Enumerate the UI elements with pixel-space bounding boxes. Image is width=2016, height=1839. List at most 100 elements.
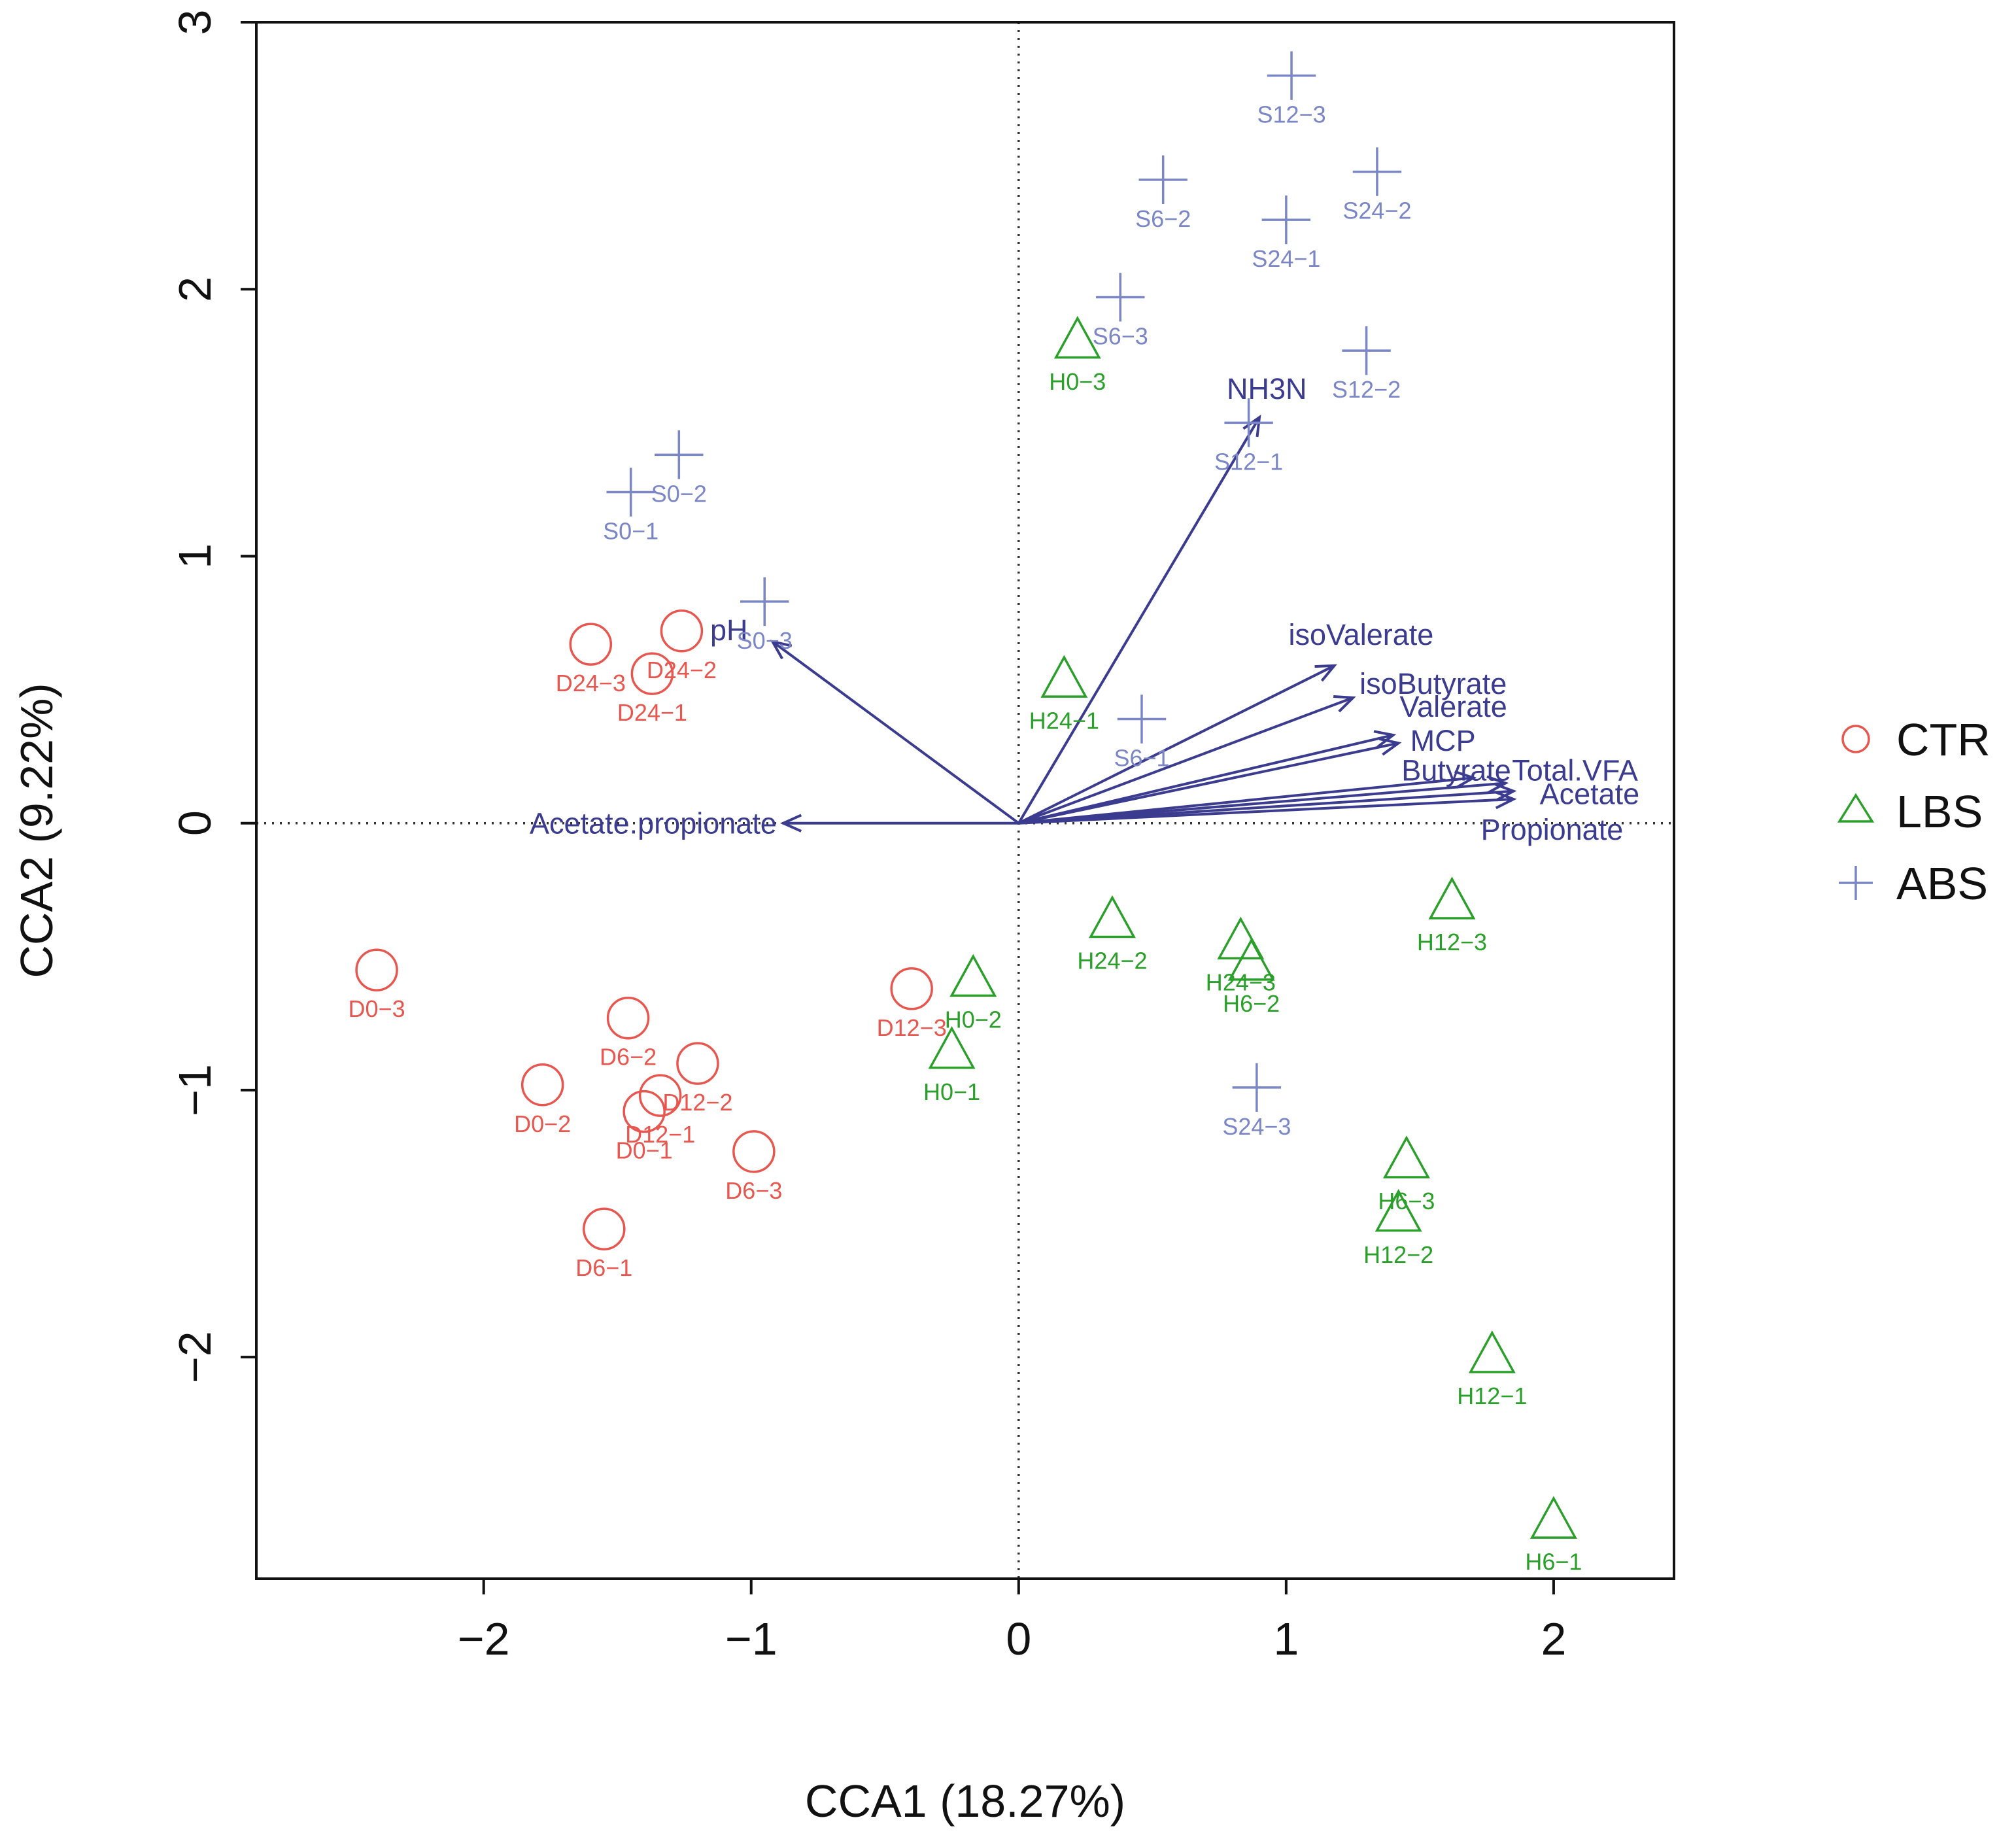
plot-frame xyxy=(255,21,1675,1580)
point-label-S12-3: S12−3 xyxy=(1257,101,1325,128)
legend-marker-abs xyxy=(1839,866,1873,900)
legend-label-ctr: CTR xyxy=(1896,714,1990,765)
y-tick-label: 0 xyxy=(169,810,220,836)
point-label-H24-3: H24−3 xyxy=(1206,969,1276,995)
vector-butyrate xyxy=(1018,776,1474,825)
legend: CTR LBS ABS xyxy=(1837,714,1990,909)
vector-nh3n xyxy=(1017,417,1261,824)
point-marker-H12-2 xyxy=(1375,1188,1422,1232)
point-label-S24-2: S24−2 xyxy=(1342,198,1411,224)
sample-points: D24−3 D24−2D24−1D0−3D6−2D12−3D0−2D12−2D12… xyxy=(349,51,1582,1575)
point-marker-D12-3 xyxy=(890,967,933,1010)
point-label-D24-3: D24−3 xyxy=(556,670,626,696)
vector-arrowhead-propionate xyxy=(1494,791,1517,810)
vector-isovalerate xyxy=(1017,664,1335,825)
point-marker-S12-2 xyxy=(1342,326,1391,375)
legend-marker-lbs xyxy=(1837,793,1875,823)
vector-ph xyxy=(772,640,1019,825)
legend-label-lbs: LBS xyxy=(1896,786,1983,837)
point-label-S0-3: S0−3 xyxy=(737,627,793,654)
legend-marker-ctr xyxy=(1841,725,1870,753)
vector-label-total-vfa: Total.VFA xyxy=(1512,753,1638,787)
point-label-D6-2: D6−2 xyxy=(600,1044,657,1071)
point-label-H0-2: H0−2 xyxy=(945,1006,1002,1033)
vector-propionate xyxy=(1018,797,1514,825)
vector-arrowhead-ph xyxy=(770,640,793,660)
vector-label-butyrate: Butyrate xyxy=(1401,753,1511,787)
point-marker-D0-2 xyxy=(521,1063,564,1107)
point-label-H0-3: H0−3 xyxy=(1049,368,1106,395)
vector-arrowhead-mcp xyxy=(1378,737,1402,756)
point-marker-H6-2 xyxy=(1227,938,1275,981)
vector-label-nh3n: NH3N xyxy=(1227,372,1307,405)
vector-arrowhead-isovalerate xyxy=(1314,664,1337,682)
point-marker-D6-2 xyxy=(606,996,650,1040)
point-marker-S24-1 xyxy=(1261,195,1311,245)
point-label-D24-1: D24−1 xyxy=(617,699,687,726)
x-tick-label: −1 xyxy=(725,1613,777,1664)
point-marker-H24-1 xyxy=(1040,655,1088,698)
point-marker-D24-3 xyxy=(569,623,613,666)
vector-total-vfa xyxy=(1018,782,1506,825)
axes: −2 −1 0 1 2 −2 −1 0 1 2 3 xyxy=(169,10,1675,1664)
vector-label-acetate-propionate: Acetate.propionate xyxy=(530,807,777,840)
point-marker-D0-1 xyxy=(623,1090,666,1133)
vector-arrowhead-isobutyrate xyxy=(1333,695,1356,713)
point-label-S6-3: S6−3 xyxy=(1093,322,1148,349)
point-label-H12-3: H12−3 xyxy=(1417,929,1487,955)
vector-isobutyrate xyxy=(1018,696,1354,825)
point-marker-D6-3 xyxy=(732,1130,776,1173)
point-marker-H6-3 xyxy=(1382,1135,1430,1178)
x-tick-label: 0 xyxy=(1006,1613,1031,1664)
point-marker-H0-2 xyxy=(949,954,997,997)
point-marker-H0-1 xyxy=(928,1025,976,1069)
environmental-vectors: NH3N pH Acetate.propionate isoValerate isoBu… xyxy=(530,372,1639,846)
point-label-D0-1: D0−1 xyxy=(616,1137,673,1164)
point-marker-S12-3 xyxy=(1267,51,1316,100)
point-marker-H0-3 xyxy=(1053,316,1101,359)
point-marker-S12-1 xyxy=(1224,398,1273,447)
point-label-H24-2: H24−2 xyxy=(1077,948,1147,974)
point-label-S0-1: S0−1 xyxy=(603,517,658,544)
point-marker-S6-3 xyxy=(1096,273,1145,322)
legend-label-abs: ABS xyxy=(1896,858,1988,909)
vector-arrowhead-valerate xyxy=(1373,730,1397,748)
point-marker-H12-3 xyxy=(1428,876,1476,920)
x-axis-label: CCA1 (18.27%) xyxy=(805,1776,1125,1827)
point-marker-S0-1 xyxy=(606,468,655,517)
point-marker-D12-2 xyxy=(676,1042,719,1085)
point-marker-S24-2 xyxy=(1352,147,1402,196)
point-label-S12-1: S12−1 xyxy=(1214,448,1283,475)
point-label-H12-1: H12−1 xyxy=(1457,1383,1527,1409)
vector-arrowhead-acetate xyxy=(1494,783,1517,802)
point-label-D12-3: D12−3 xyxy=(877,1014,947,1041)
vector-label-isobutyrate: isoButyrate xyxy=(1359,667,1507,700)
vector-acetate xyxy=(1018,789,1514,825)
point-marker-S24-3 xyxy=(1232,1063,1282,1112)
point-label-S24-1: S24−1 xyxy=(1252,245,1320,272)
point-marker-D6-1 xyxy=(583,1207,626,1250)
vector-arrowhead-total-vfa xyxy=(1486,775,1509,794)
point-label-H24-1: H24−1 xyxy=(1029,707,1099,734)
vector-valerate xyxy=(1018,734,1393,825)
y-tick-label: 2 xyxy=(169,277,220,302)
point-marker-H24-2 xyxy=(1089,895,1136,938)
y-tick-label: −1 xyxy=(169,1064,220,1116)
point-label-D0-3: D0−3 xyxy=(349,995,405,1022)
x-tick-label: 1 xyxy=(1273,1613,1299,1664)
vector-label-ph: pH xyxy=(710,613,748,647)
point-label-S6-2: S6−2 xyxy=(1135,205,1191,232)
vector-label-isovalerate: isoValerate xyxy=(1288,618,1433,651)
point-marker-S6-2 xyxy=(1138,155,1187,205)
point-label-S24-3: S24−3 xyxy=(1222,1113,1291,1140)
point-label-S12-2: S12−2 xyxy=(1332,376,1401,403)
point-label-H6-3: H6−3 xyxy=(1378,1188,1435,1214)
y-axis-label: CCA2 (9.22%) xyxy=(11,683,62,978)
point-label-S0-2: S0−2 xyxy=(651,480,707,507)
point-marker-H6-1 xyxy=(1529,1496,1577,1539)
y-tick-label: 1 xyxy=(169,543,220,569)
point-marker-D0-3 xyxy=(355,948,398,991)
point-marker-D12-1 xyxy=(638,1074,682,1117)
